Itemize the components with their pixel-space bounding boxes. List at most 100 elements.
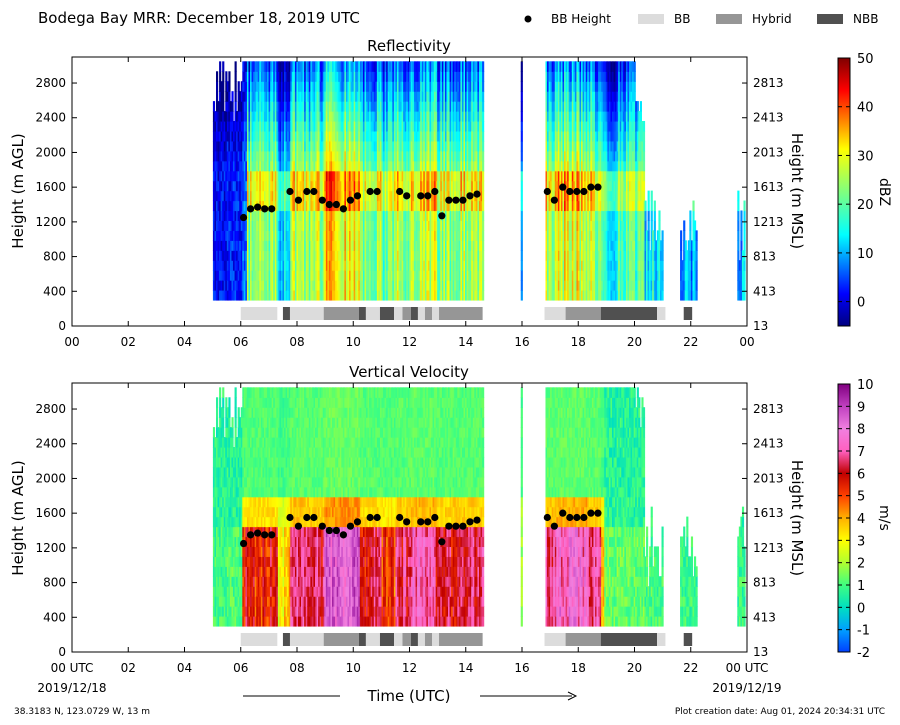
field-cell	[372, 260, 375, 271]
field-cell	[242, 111, 245, 122]
field-cell	[219, 81, 222, 92]
field-cell	[259, 280, 262, 291]
field-cell	[270, 170, 273, 182]
field-cell	[304, 170, 307, 182]
field-cell	[231, 270, 234, 281]
field-cell	[280, 260, 284, 271]
field-cell	[236, 260, 239, 271]
field-cell	[280, 91, 284, 102]
field-cell	[370, 220, 373, 231]
field-cell	[220, 290, 223, 301]
field-cell	[311, 170, 315, 182]
field-cell	[296, 121, 299, 132]
field-cell	[379, 140, 383, 152]
field-cell	[324, 180, 327, 192]
field-cell	[344, 111, 347, 122]
field-cell	[372, 280, 375, 291]
field-cell	[311, 230, 315, 241]
field-cell	[310, 150, 313, 162]
field-cell	[332, 91, 335, 102]
field-cell	[251, 210, 254, 222]
field-cell	[336, 61, 339, 72]
field-cell	[288, 81, 291, 92]
field-cell	[344, 121, 347, 132]
field-cell	[321, 111, 324, 122]
field-cell	[361, 250, 364, 261]
field-cell	[253, 111, 256, 122]
field-cell	[219, 61, 222, 72]
field-cell	[352, 81, 355, 92]
field-cell	[322, 280, 325, 291]
field-cell	[242, 180, 245, 192]
field-cell	[257, 220, 260, 231]
field-cell	[290, 130, 293, 142]
field-cell	[288, 270, 291, 281]
field-cell	[345, 190, 349, 202]
field-cell	[364, 290, 367, 301]
field-cell	[332, 160, 335, 172]
field-cell	[288, 160, 291, 172]
field-cell	[307, 250, 310, 261]
field-cell	[392, 260, 395, 271]
field-cell	[233, 250, 236, 261]
field-cell	[285, 121, 288, 132]
field-cell	[282, 240, 285, 251]
field-cell	[316, 290, 319, 301]
field-cell	[325, 240, 328, 251]
field-cell	[219, 250, 222, 261]
field-cell	[282, 250, 285, 261]
reflectivity-panel: Reflectivity 00 02 04 06 08 10 12 14 16 18 20 22 000…	[9, 37, 892, 349]
field-cell	[392, 81, 395, 92]
field-cell	[315, 140, 318, 152]
field-cell	[361, 130, 364, 142]
field-cell	[341, 230, 344, 241]
field-cell	[370, 101, 373, 112]
field-cell	[350, 240, 353, 251]
field-cell	[339, 260, 342, 271]
field-cell	[362, 230, 366, 241]
field-cell	[279, 270, 282, 281]
field-cell	[353, 220, 356, 231]
field-cell	[212, 170, 216, 182]
field-cell	[379, 81, 383, 92]
field-cell	[381, 290, 384, 301]
field-cell	[219, 210, 222, 222]
field-cell	[318, 61, 321, 72]
field-cell	[325, 270, 328, 281]
field-cell	[293, 61, 296, 72]
field-cell	[259, 260, 262, 271]
field-cell	[246, 121, 250, 132]
field-cell	[285, 170, 288, 182]
field-cell	[240, 81, 243, 92]
field-cell	[307, 270, 310, 281]
field-cell	[367, 250, 370, 261]
field-cell	[268, 91, 271, 102]
field-cell	[268, 81, 271, 92]
field-cell	[277, 160, 281, 172]
field-cell	[362, 280, 366, 291]
field-cell	[302, 150, 305, 162]
field-cell	[279, 240, 282, 251]
field-cell	[356, 140, 359, 152]
field-cell	[359, 160, 363, 172]
field-cell	[308, 280, 311, 291]
field-cell	[366, 130, 369, 142]
field-cell	[366, 101, 369, 112]
field-cell	[364, 250, 367, 261]
field-cell	[328, 111, 332, 122]
field-cell	[280, 140, 284, 152]
field-cell	[222, 101, 225, 112]
field-cell	[302, 101, 305, 112]
field-cell	[256, 150, 259, 162]
field-cell	[243, 91, 246, 102]
field-cell	[342, 130, 345, 142]
field-cell	[344, 260, 347, 271]
field-cell	[279, 81, 282, 92]
field-cell	[240, 240, 243, 251]
field-cell	[280, 200, 284, 212]
field-cell	[279, 220, 282, 231]
field-cell	[322, 230, 325, 241]
field-cell	[364, 150, 367, 162]
field-cell	[359, 101, 363, 112]
field-cell	[482, 71, 485, 82]
